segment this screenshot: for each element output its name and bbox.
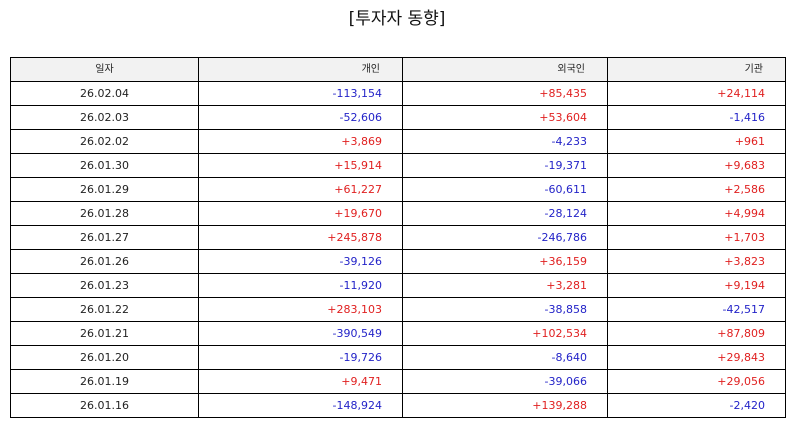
cell-date: 26.01.26 [10, 249, 199, 274]
cell-foreign: -38,858 [402, 297, 608, 322]
cell-institution: +29,056 [607, 369, 786, 394]
cell-individual: +15,914 [198, 153, 403, 178]
cell-institution: +1,703 [607, 225, 786, 250]
investor-trend-table: 일자 개인 외국인 기관 26.02.04 -113,154 +85,435 +24,… [10, 57, 786, 418]
table-row: 26.01.26 -39,126 +36,159 +3,823 [10, 249, 786, 274]
cell-institution: +24,114 [607, 81, 786, 106]
cell-foreign: -19,371 [402, 153, 608, 178]
cell-foreign: +36,159 [402, 249, 608, 274]
table-row: 26.01.27 +245,878 -246,786 +1,703 [10, 225, 786, 250]
cell-foreign: -28,124 [402, 201, 608, 226]
cell-individual: +3,869 [198, 129, 403, 154]
table-row: 26.01.23 -11,920 +3,281 +9,194 [10, 273, 786, 298]
cell-institution: +29,843 [607, 345, 786, 370]
cell-date: 26.01.19 [10, 369, 199, 394]
cell-individual: -19,726 [198, 345, 403, 370]
cell-foreign: +85,435 [402, 81, 608, 106]
table-row: 26.01.22 +283,103 -38,858 -42,517 [10, 297, 786, 322]
header-date: 일자 [10, 57, 199, 82]
cell-individual: -52,606 [198, 105, 403, 130]
cell-foreign: +53,604 [402, 105, 608, 130]
cell-date: 26.01.23 [10, 273, 199, 298]
table-row: 26.01.16 -148,924 +139,288 -2,420 [10, 393, 786, 418]
table-row: 26.01.29 +61,227 -60,611 +2,586 [10, 177, 786, 202]
cell-date: 26.01.20 [10, 345, 199, 370]
cell-foreign: -8,640 [402, 345, 608, 370]
table-header-row: 일자 개인 외국인 기관 [10, 57, 786, 82]
table-row: 26.01.19 +9,471 -39,066 +29,056 [10, 369, 786, 394]
cell-institution: -42,517 [607, 297, 786, 322]
cell-individual: +19,670 [198, 201, 403, 226]
table-row: 26.01.21 -390,549 +102,534 +87,809 [10, 321, 786, 346]
cell-individual: -39,126 [198, 249, 403, 274]
cell-institution: +87,809 [607, 321, 786, 346]
table-row: 26.02.02 +3,869 -4,233 +961 [10, 129, 786, 154]
cell-date: 26.02.04 [10, 81, 199, 106]
cell-individual: +245,878 [198, 225, 403, 250]
cell-foreign: -39,066 [402, 369, 608, 394]
cell-institution: +2,586 [607, 177, 786, 202]
cell-individual: -148,924 [198, 393, 403, 418]
cell-institution: +9,683 [607, 153, 786, 178]
cell-individual: +61,227 [198, 177, 403, 202]
table-row: 26.01.30 +15,914 -19,371 +9,683 [10, 153, 786, 178]
header-foreign: 외국인 [402, 57, 608, 82]
cell-date: 26.01.27 [10, 225, 199, 250]
cell-date: 26.02.03 [10, 105, 199, 130]
cell-foreign: -4,233 [402, 129, 608, 154]
cell-institution: -2,420 [607, 393, 786, 418]
table-row: 26.01.28 +19,670 -28,124 +4,994 [10, 201, 786, 226]
header-institution: 기관 [607, 57, 786, 82]
table-body: 26.02.04 -113,154 +85,435 +24,114 26.02.03 -5… [10, 81, 786, 418]
cell-date: 26.01.22 [10, 297, 199, 322]
cell-foreign: +3,281 [402, 273, 608, 298]
table-row: 26.02.03 -52,606 +53,604 -1,416 [10, 105, 786, 130]
cell-individual: -390,549 [198, 321, 403, 346]
header-individual: 개인 [198, 57, 403, 82]
cell-foreign: -246,786 [402, 225, 608, 250]
cell-institution: +3,823 [607, 249, 786, 274]
cell-foreign: +139,288 [402, 393, 608, 418]
cell-individual: -11,920 [198, 273, 403, 298]
cell-individual: +283,103 [198, 297, 403, 322]
cell-date: 26.01.16 [10, 393, 199, 418]
cell-date: 26.01.29 [10, 177, 199, 202]
cell-institution: +961 [607, 129, 786, 154]
cell-individual: -113,154 [198, 81, 403, 106]
cell-foreign: +102,534 [402, 321, 608, 346]
cell-institution: +4,994 [607, 201, 786, 226]
cell-date: 26.01.21 [10, 321, 199, 346]
cell-institution: +9,194 [607, 273, 786, 298]
cell-foreign: -60,611 [402, 177, 608, 202]
page-title: [투자자 동향] [348, 9, 446, 29]
cell-institution: -1,416 [607, 105, 786, 130]
cell-date: 26.02.02 [10, 129, 199, 154]
cell-date: 26.01.28 [10, 201, 199, 226]
cell-date: 26.01.30 [10, 153, 199, 178]
cell-individual: +9,471 [198, 369, 403, 394]
table-row: 26.02.04 -113,154 +85,435 +24,114 [10, 81, 786, 106]
table-row: 26.01.20 -19,726 -8,640 +29,843 [10, 345, 786, 370]
